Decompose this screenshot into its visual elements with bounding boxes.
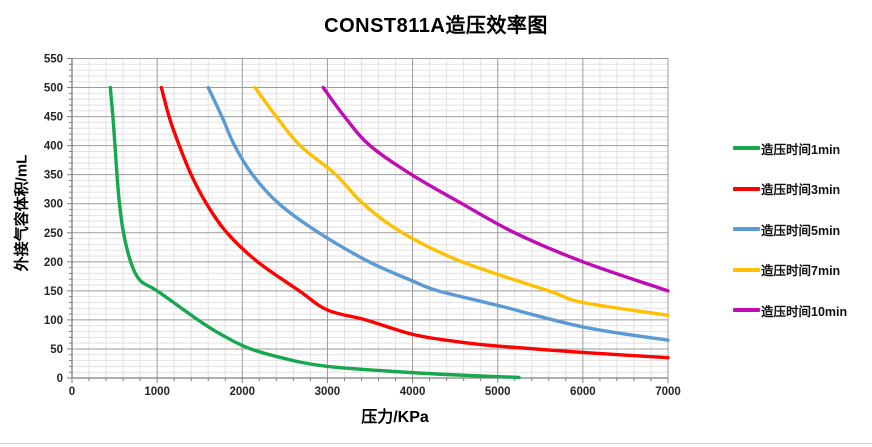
svg-text:4000: 4000 [400, 386, 426, 398]
svg-text:0: 0 [57, 373, 63, 385]
legend-item-3min: 造压时间3min [733, 181, 847, 197]
series-line-1 [108, 85, 521, 380]
svg-text:550: 550 [44, 54, 63, 66]
svg-text:200: 200 [44, 257, 63, 269]
series-line-2 [159, 85, 670, 360]
svg-text:400: 400 [44, 141, 63, 153]
svg-text:6000: 6000 [570, 386, 596, 398]
tick-marks [67, 58, 669, 383]
legend-line-sample [733, 267, 760, 272]
series-line-3 [206, 85, 670, 342]
svg-text:1000: 1000 [144, 386, 170, 398]
legend-item-1min: 造压时间1min [733, 140, 847, 157]
data-series [108, 85, 670, 380]
x-axis-title: 压力/KPa [361, 409, 429, 426]
legend-label: 造压时间10min [761, 304, 848, 319]
svg-text:2000: 2000 [229, 386, 255, 398]
y-axis-tick-labels: 0 50 100 150 200 250 300 350 400 450 500 550 [44, 54, 63, 386]
chart-legend: 造压时间1min 造压时间3min 造压时间5min 造压时间7min 造压时间… [733, 140, 847, 343]
series-line-4 [253, 85, 670, 317]
legend-line-sample [733, 146, 760, 150]
svg-text:150: 150 [44, 286, 63, 298]
chart-title: CONST811A造压效率图 [324, 15, 548, 37]
svg-text:7000: 7000 [655, 386, 681, 398]
legend-line-sample [733, 308, 760, 312]
svg-text:500: 500 [44, 83, 63, 95]
legend-label: 造压时间7min [761, 264, 841, 278]
legend-item-10min: 造压时间10min [733, 302, 848, 319]
worksheet-gridline [0, 443, 872, 444]
svg-text:250: 250 [44, 228, 63, 240]
svg-text:50: 50 [50, 344, 63, 356]
svg-text:0: 0 [69, 386, 75, 398]
minor-gridlines [72, 58, 668, 378]
axis-lines [71, 58, 668, 379]
svg-text:450: 450 [44, 112, 63, 124]
svg-text:350: 350 [44, 170, 63, 182]
svg-text:100: 100 [44, 315, 63, 327]
x-axis-tick-labels: 0 1000 2000 3000 4000 5000 6000 7000 [69, 386, 681, 398]
legend-item-7min: 造压时间7min [733, 262, 847, 278]
svg-text:300: 300 [44, 199, 63, 211]
legend-item-5min: 造压时间5min [733, 221, 847, 238]
legend-label: 造压时间3min [761, 183, 841, 197]
legend-label: 造压时间5min [761, 223, 841, 238]
svg-text:3000: 3000 [315, 386, 341, 398]
svg-text:5000: 5000 [485, 386, 511, 398]
y-axis-title: 外接气容体积/mL [13, 154, 31, 272]
legend-label: 造压时间1min [761, 142, 841, 157]
legend-line-sample [733, 227, 760, 231]
legend-line-sample [733, 186, 760, 191]
series-line-5 [321, 85, 670, 293]
major-gridlines [71, 58, 669, 379]
